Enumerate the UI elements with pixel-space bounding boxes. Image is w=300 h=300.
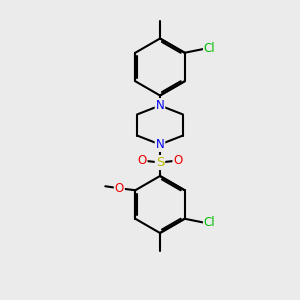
Text: O: O: [137, 154, 147, 167]
Text: N: N: [156, 138, 164, 151]
Text: N: N: [156, 99, 164, 112]
Text: O: O: [173, 154, 183, 167]
Text: S: S: [156, 156, 164, 169]
Text: O: O: [115, 182, 124, 195]
Text: Cl: Cl: [204, 42, 215, 55]
Text: Cl: Cl: [204, 216, 215, 229]
